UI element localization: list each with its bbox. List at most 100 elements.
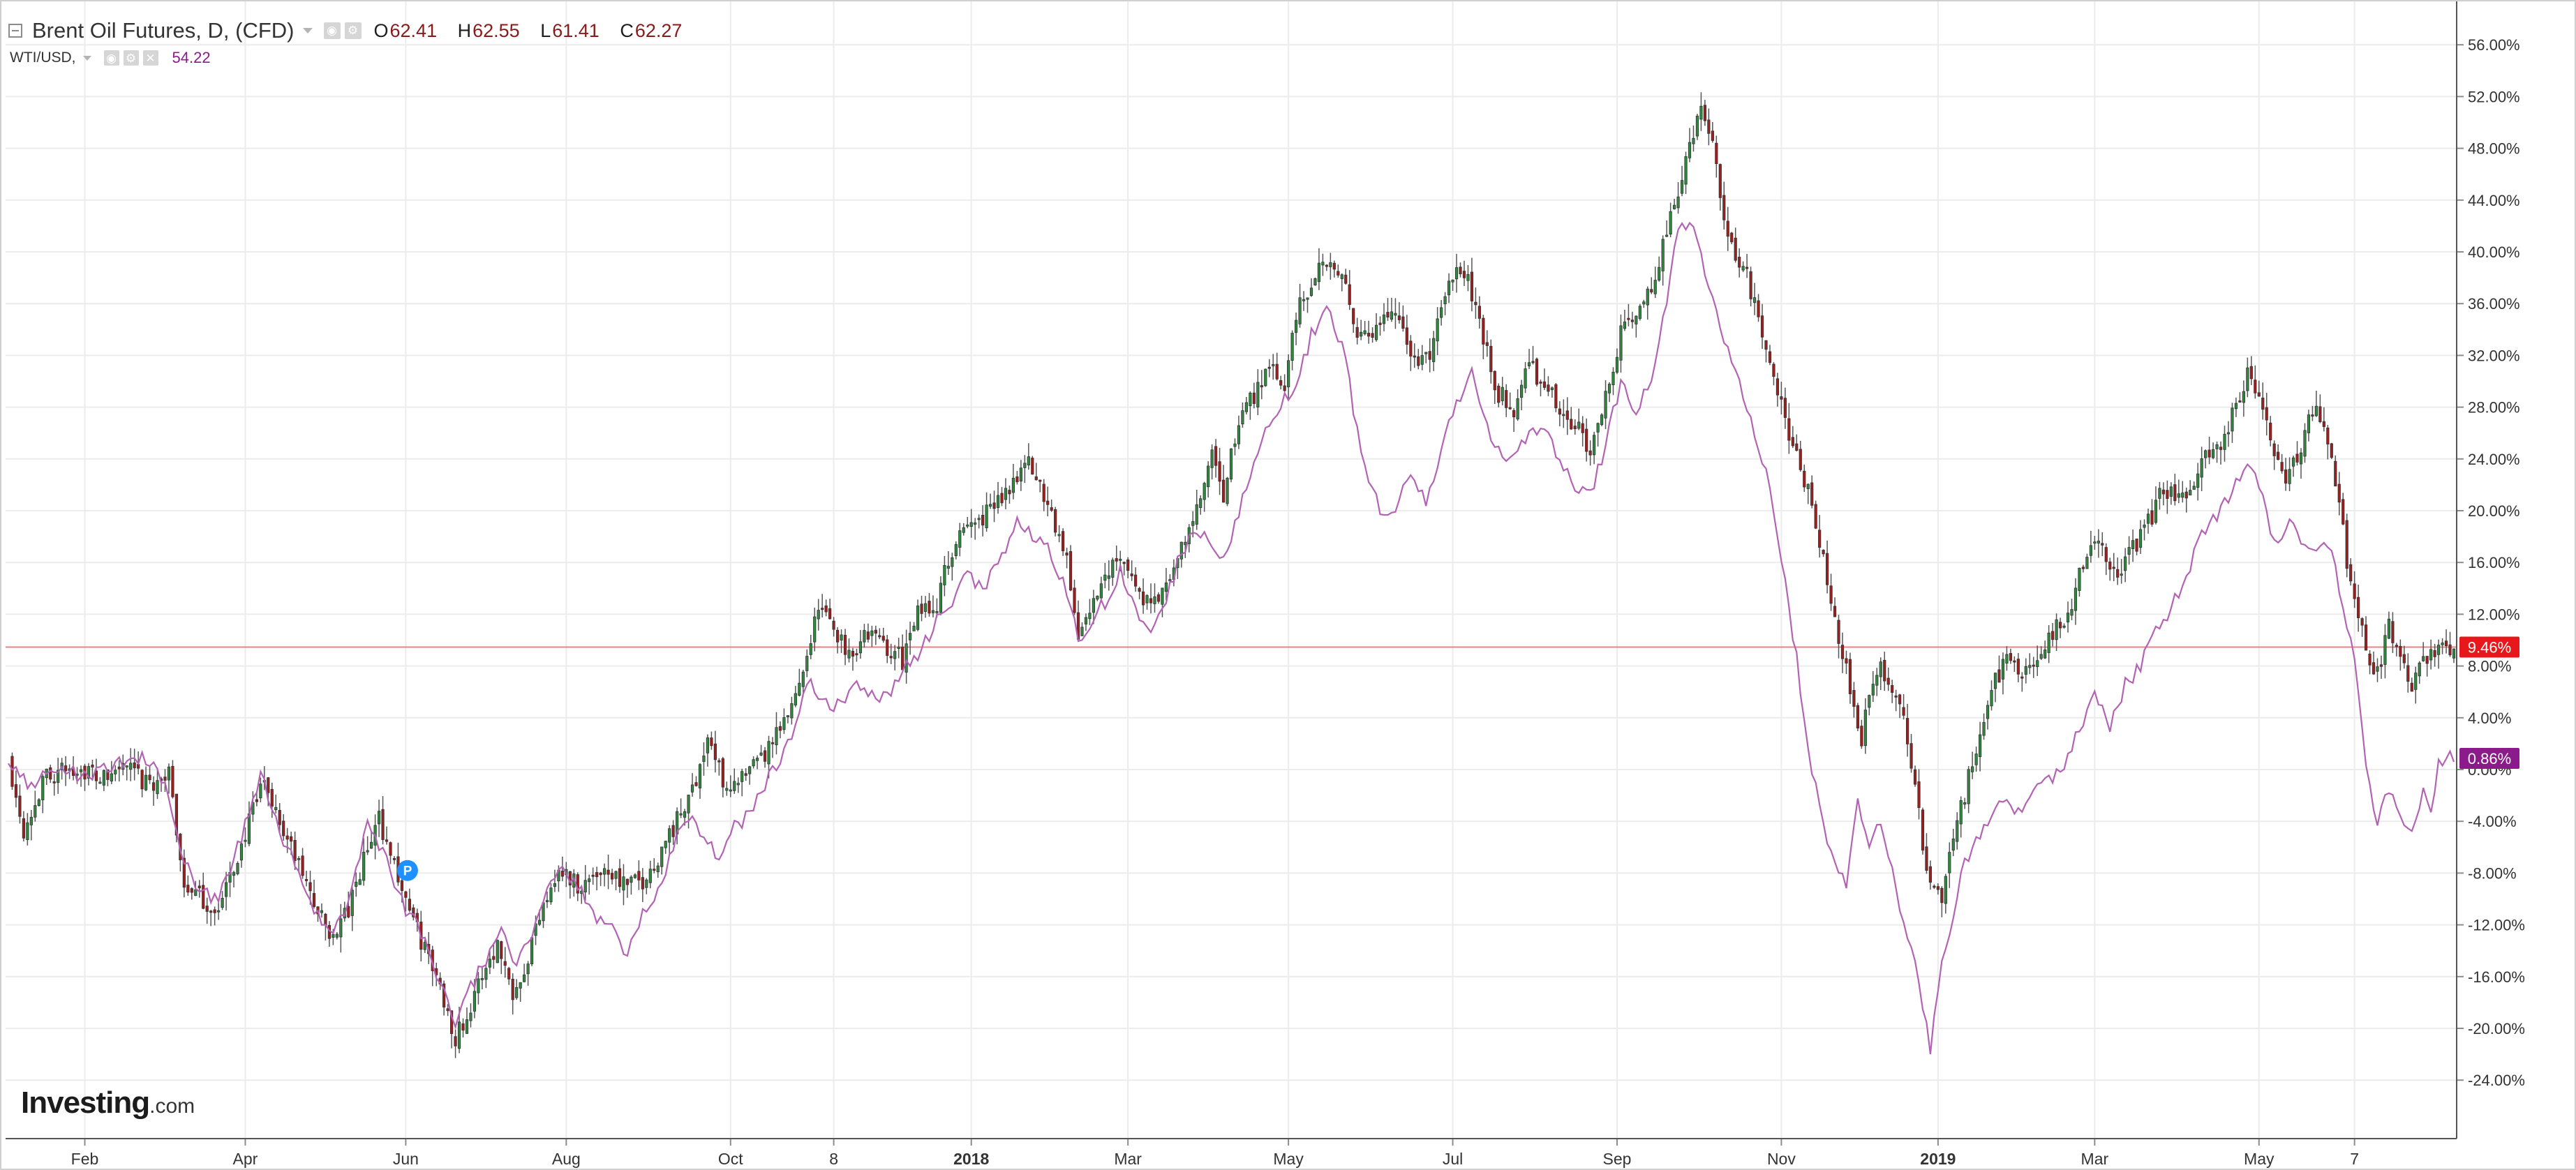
collapse-icon[interactable] [8, 24, 22, 38]
candle-up [1390, 311, 1394, 320]
secondary-series-title[interactable]: WTI/USD, [10, 50, 76, 66]
candle-down [1588, 450, 1592, 456]
x-tick-label: 7 [2350, 1150, 2359, 1168]
candle-up [740, 771, 744, 782]
candle-up [1199, 498, 1203, 508]
candle-down [2009, 653, 2012, 661]
eye-icon[interactable]: ◉ [323, 22, 341, 39]
brent-candles [10, 92, 2456, 1058]
candle-up [756, 758, 759, 761]
candle-up [125, 765, 128, 767]
candle-up [1179, 541, 1183, 560]
candle-up [904, 643, 908, 673]
candle-down [1814, 504, 1817, 529]
candle-up [2005, 654, 2009, 663]
candle-down [450, 1010, 454, 1034]
candle-up [1692, 137, 1695, 144]
candle-up [1161, 587, 1164, 605]
candle-up [782, 717, 786, 730]
candle-up [2223, 433, 2226, 450]
candle-down [1062, 531, 1065, 551]
candle-down [1149, 598, 1153, 603]
candle-down [1000, 493, 1004, 504]
candle-up [2154, 500, 2158, 523]
candle-down [503, 961, 507, 966]
ohlc-open: O62.41 [373, 20, 438, 41]
candle-up [656, 865, 660, 873]
main-series-title[interactable]: Brent Oil Futures, D, (CFD) [32, 18, 295, 43]
candle-up [377, 811, 381, 825]
candle-up [1210, 449, 1214, 468]
candle-up [1653, 280, 1657, 294]
candle-up [221, 898, 224, 908]
candle-up [759, 752, 763, 756]
candle-up [537, 920, 542, 925]
logo-main-text: Investing [21, 1086, 150, 1120]
close-icon[interactable]: ✕ [142, 50, 158, 66]
candle-down [1745, 267, 1749, 269]
candle-down [182, 857, 186, 888]
candle-up [1695, 115, 1699, 137]
candle-down [1822, 550, 1825, 555]
candle-up [923, 603, 928, 612]
candle-down [653, 869, 656, 871]
candle-up [488, 959, 491, 968]
candle-up [668, 828, 671, 843]
candle-up [775, 727, 778, 746]
settings-icon[interactable]: ⚙ [123, 50, 139, 66]
candle-up [366, 850, 369, 853]
candle-up [660, 846, 664, 867]
candle-up [664, 841, 667, 848]
candle-up [1424, 352, 1428, 354]
candle-up [622, 876, 625, 891]
candle-up [1004, 488, 1008, 500]
candle-down [1997, 669, 2001, 683]
candle-down [1707, 119, 1711, 134]
candle-down [1405, 327, 1408, 345]
candle-up [87, 766, 91, 779]
candle-down [1898, 694, 1902, 705]
candle-down [1845, 658, 1848, 663]
candle-up [977, 518, 981, 520]
candle-down [1554, 384, 1558, 409]
candle-up [897, 647, 900, 649]
candle-down [133, 762, 136, 769]
candle-up [2055, 619, 2058, 640]
candle-down [1810, 482, 1814, 506]
settings-icon[interactable]: ⚙ [344, 22, 362, 39]
chevron-down-icon[interactable] [302, 28, 313, 33]
candle-down [2364, 624, 2368, 651]
candle-down [2295, 453, 2299, 463]
candle-down [1630, 320, 1634, 322]
wti-last-badge-label: 0.86% [2468, 750, 2511, 767]
legend-secondary-row: WTI/USD, ◉ ⚙ ✕ 54.22 [8, 46, 697, 70]
candle-down [148, 774, 151, 781]
chevron-down-icon[interactable] [82, 55, 91, 61]
candle-up [954, 544, 958, 557]
candle-up [2303, 430, 2307, 457]
candle-up [1466, 273, 1470, 281]
candle-up [2226, 432, 2231, 435]
candle-down [744, 773, 747, 776]
candle-up [519, 982, 522, 989]
candle-up [858, 641, 863, 654]
x-tick-label: Mar [2081, 1150, 2109, 1168]
eye-icon[interactable]: ◉ [103, 50, 119, 66]
y-tick-label: 40.00% [2468, 243, 2520, 261]
candle-down [1799, 449, 1802, 470]
candle-up [1596, 423, 1600, 433]
candle-up [98, 781, 102, 784]
candle-down [1768, 351, 1772, 363]
candle-down [1775, 378, 1780, 396]
candle-up [2288, 469, 2291, 484]
candle-down [202, 885, 205, 909]
candle-up [29, 816, 33, 825]
candle-down [1787, 418, 1791, 441]
candle-up [1951, 838, 1955, 850]
candle-down [2372, 662, 2376, 675]
candle-down [2265, 407, 2268, 421]
candle-down [324, 913, 327, 926]
candle-down [2016, 659, 2020, 675]
